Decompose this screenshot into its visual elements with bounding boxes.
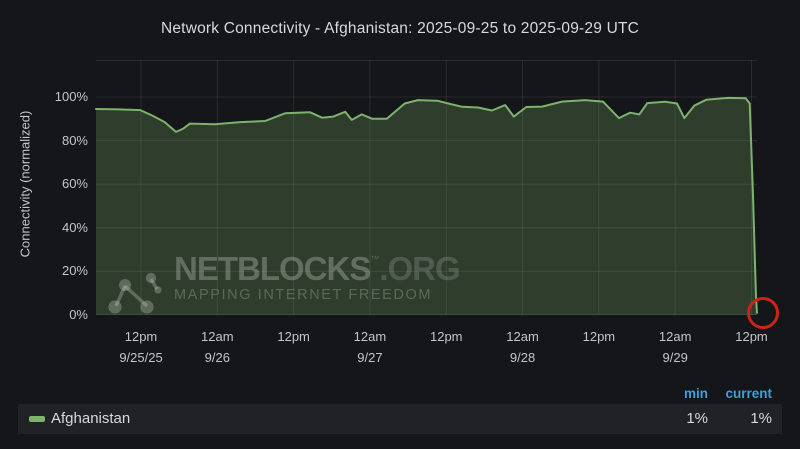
chart-title: Network Connectivity - Afghanistan: 2025… xyxy=(160,20,640,37)
x-tick-label: 12am xyxy=(353,329,387,344)
x-tick-date-label: 9/28 xyxy=(509,350,536,365)
y-tick-label: 100% xyxy=(54,89,88,104)
legend-header-current[interactable]: current xyxy=(725,386,772,401)
x-tick-label: 12am xyxy=(201,329,234,344)
y-tick-label: 20% xyxy=(61,263,88,279)
x-tick-label: 12pm xyxy=(582,329,616,344)
x-tick-label: 12am xyxy=(506,329,539,344)
x-tick-label: 12pm xyxy=(735,329,768,344)
series-color-swatch xyxy=(29,416,45,422)
legend-header-min[interactable]: min xyxy=(683,386,708,401)
outage-highlight-circle xyxy=(746,296,779,329)
y-tick-label: 80% xyxy=(61,132,88,148)
connectivity-area-chart[interactable] xyxy=(95,60,758,316)
series-current-value: 1% xyxy=(750,410,772,427)
y-tick-label: 40% xyxy=(61,219,88,235)
x-tick-label: 12pm xyxy=(429,329,463,344)
series-min-value: 1% xyxy=(686,410,708,427)
y-tick-label: 0% xyxy=(69,307,88,322)
series-label: Afghanistan xyxy=(51,410,131,427)
x-tick-label: 12pm xyxy=(277,329,310,344)
x-tick-date-label: 9/29 xyxy=(662,350,688,365)
x-tick-date-label: 9/26 xyxy=(204,350,230,365)
x-tick-date-label: 9/25/25 xyxy=(119,350,163,365)
x-tick-date-label: 9/27 xyxy=(357,350,383,365)
series-line xyxy=(95,96,758,314)
x-tick-label: 12pm xyxy=(124,329,158,344)
legend-row-afghanistan[interactable]: Afghanistan 1% 1% xyxy=(18,404,782,434)
series-area-fill xyxy=(96,97,757,316)
x-tick-label: 12am xyxy=(658,329,692,344)
y-axis-title: Connectivity (normalized) xyxy=(17,110,33,258)
y-tick-label: 60% xyxy=(61,176,88,192)
